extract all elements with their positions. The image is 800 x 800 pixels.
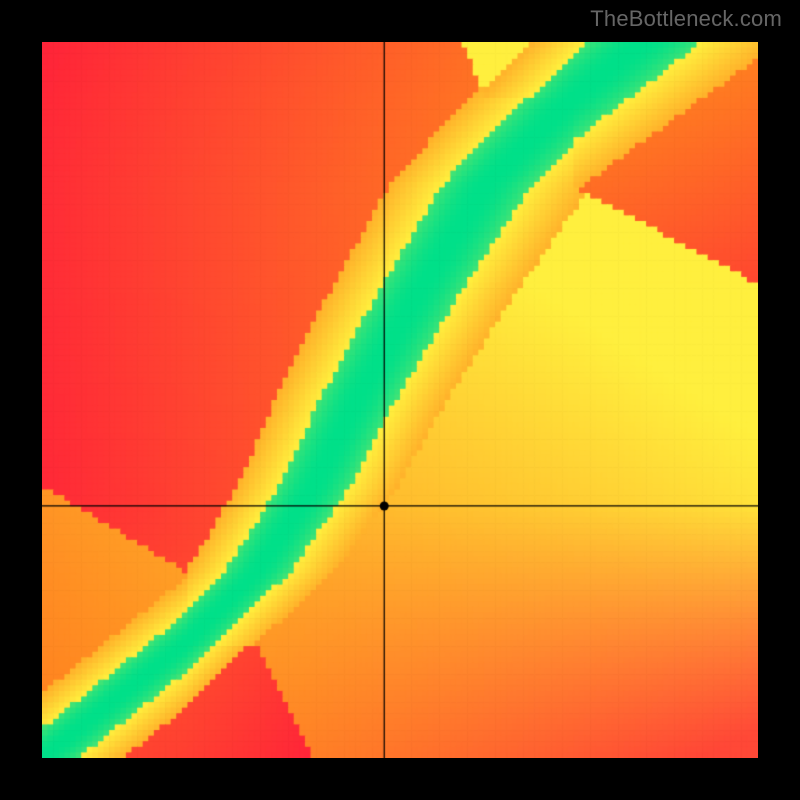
chart-container: { "watermark": "TheBottleneck.com", "out…: [0, 0, 800, 800]
bottleneck-heatmap: [42, 42, 758, 758]
watermark-text: TheBottleneck.com: [590, 6, 782, 32]
